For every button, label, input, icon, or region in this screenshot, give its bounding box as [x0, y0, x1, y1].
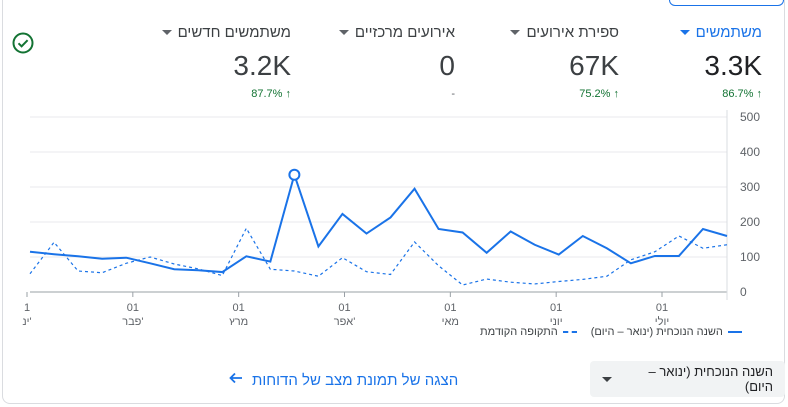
active-metric-indicator	[669, 0, 784, 6]
y-tick-label: 400	[740, 145, 760, 159]
chevron-down-icon	[338, 30, 349, 35]
legend-dashed-swatch	[562, 331, 577, 333]
metric-users-delta-text: 86.7%	[722, 88, 754, 100]
arrow-up-icon: ↑	[756, 88, 763, 100]
metric-key-events-label-text: אירועים מרכזיים	[354, 24, 455, 41]
x-tick-month-label: ינ'	[22, 316, 31, 325]
y-tick-label: 500	[740, 110, 760, 124]
chevron-down-icon	[161, 30, 172, 35]
date-range-select[interactable]: השנה הנוכחית (ינואר – היום)	[590, 361, 785, 397]
metric-key-events-delta-text: -	[451, 88, 455, 100]
metric-event-count-delta: 75.2% ↑	[510, 88, 619, 100]
x-tick-month-label: אפר'	[334, 316, 356, 325]
x-tick-day-label: 01	[550, 302, 562, 314]
metric-event-count-delta-text: 75.2%	[579, 88, 611, 100]
metric-users-delta: 86.7% ↑	[680, 88, 762, 100]
x-tick-month-label: יולי	[655, 315, 669, 325]
metric-new-users[interactable]: משתמשים חדשים 3.2K 87.7% ↑	[161, 24, 291, 100]
x-tick-day-label: 01	[127, 302, 139, 314]
metric-key-events-value: 0	[439, 50, 455, 81]
x-tick-month-label: יוני	[550, 316, 563, 325]
metric-new-users-delta-text: 87.7%	[251, 88, 283, 100]
x-tick-month-label: פבר'	[122, 316, 143, 325]
x-tick-month-label: מאי	[442, 316, 459, 325]
metric-users-value: 3.3K	[704, 50, 762, 81]
legend-current-label: השנה הנוכחית (ינואר – היום)	[590, 326, 723, 338]
x-tick-day-label: 1	[24, 302, 30, 314]
chart-legend: השנה הנוכחית (ינואר – היום) התקופה הקודמ…	[480, 326, 742, 338]
legend-current: השנה הנוכחית (ינואר – היום)	[591, 326, 742, 338]
chevron-down-icon	[602, 376, 612, 382]
y-tick-label: 200	[740, 215, 760, 229]
x-tick-day-label: 01	[233, 302, 245, 314]
arrow-up-icon: ↑	[613, 88, 620, 100]
arrow-up-icon: ↑	[285, 88, 292, 100]
legend-previous: התקופה הקודמת	[480, 326, 577, 338]
metric-new-users-value: 3.2K	[233, 50, 291, 81]
x-tick-day-label: 01	[338, 302, 350, 314]
metric-new-users-label[interactable]: משתמשים חדשים	[161, 24, 291, 41]
x-tick-day-label: 01	[656, 302, 668, 314]
y-tick-label: 300	[740, 180, 760, 194]
legend-previous-label: התקופה הקודמת	[480, 326, 558, 338]
arrow-left-icon	[228, 370, 244, 390]
y-tick-label: 0	[740, 285, 747, 299]
view-reports-snapshot-label: הצגה של תמונת מצב של הדוחות	[252, 371, 459, 389]
metric-new-users-label-text: משתמשים חדשים	[177, 24, 291, 41]
check-circle-icon[interactable]	[11, 31, 35, 55]
metric-event-count-label-text: ספירת אירועים	[526, 24, 619, 41]
metric-key-events-delta: -	[339, 88, 455, 100]
metric-event-count[interactable]: ספירת אירועים 67K 75.2% ↑	[510, 24, 619, 100]
chevron-down-icon	[510, 30, 521, 35]
metric-new-users-delta: 87.7% ↑	[162, 88, 291, 100]
view-reports-snapshot-link[interactable]: הצגה של תמונת מצב של הדוחות	[228, 370, 458, 390]
metric-users[interactable]: משתמשים 3.3K 86.7% ↑	[679, 24, 762, 100]
users-line-chart[interactable]: 50040030020010001ינ'01פבר'01מרץ01אפר'01מ…	[0, 100, 788, 325]
highlight-point	[288, 168, 301, 181]
legend-solid-swatch	[727, 331, 742, 333]
y-tick-label: 100	[740, 250, 760, 264]
date-range-label: השנה הנוכחית (ינואר – היום)	[648, 364, 774, 394]
metric-users-label-text: משתמשים	[695, 24, 762, 41]
x-tick-month-label: מרץ	[229, 316, 248, 325]
series-previous-line	[29, 227, 728, 286]
metric-key-events[interactable]: אירועים מרכזיים 0 -	[338, 24, 455, 100]
metric-key-events-label[interactable]: אירועים מרכזיים	[338, 24, 455, 41]
chevron-down-icon	[679, 30, 690, 35]
x-tick-day-label: 01	[444, 302, 456, 314]
metric-event-count-label[interactable]: ספירת אירועים	[510, 24, 619, 41]
series-current-line	[29, 171, 728, 274]
metric-users-label[interactable]: משתמשים	[679, 24, 762, 41]
metric-event-count-value: 67K	[569, 50, 619, 81]
